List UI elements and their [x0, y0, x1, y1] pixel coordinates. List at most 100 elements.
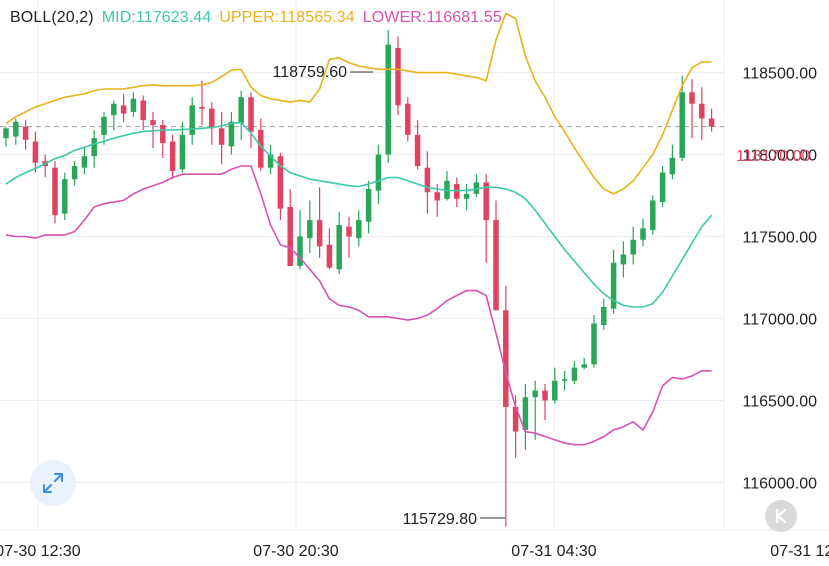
candle-body [120, 105, 127, 114]
candle-body [91, 138, 97, 157]
candle-body [22, 126, 29, 140]
grid-lines [0, 0, 724, 530]
candle-body [160, 125, 166, 144]
candle-body [52, 167, 58, 216]
candle-body [679, 92, 685, 158]
candle-body [493, 220, 499, 311]
legend-lower: LOWER:116681.55 [362, 9, 502, 26]
low-price-label: 115729.80 [403, 511, 478, 528]
candle-body [395, 47, 401, 106]
candle-body [620, 254, 627, 265]
candle-body [346, 226, 352, 237]
candle-body [483, 182, 489, 221]
candle-body [326, 244, 333, 268]
candle-body [640, 228, 646, 240]
high-price-label: 118759.60 [273, 64, 348, 81]
candle-body [101, 116, 107, 135]
candle-body [581, 364, 587, 368]
candle-body [277, 156, 284, 209]
candle-body [630, 239, 636, 255]
candle-body [71, 166, 78, 180]
candle-body [434, 192, 440, 201]
candle-body [708, 118, 715, 127]
candle-body [473, 182, 480, 194]
candle-body [140, 100, 146, 121]
candle-body [591, 323, 597, 365]
boll-lower-line [5, 165, 712, 446]
candle-body [561, 379, 568, 381]
y-axis: 118500.00 118000.00 117500.00 117000.00 1165… [743, 66, 818, 493]
candle-body [699, 103, 705, 119]
y-tick-label: 116000.00 [743, 475, 818, 492]
candle-body [248, 97, 254, 132]
legend-mid: MID:117623.44 [101, 9, 212, 26]
candle-body [659, 172, 666, 203]
y-tick-label: 118500.00 [743, 66, 818, 83]
boll-mid-line [5, 121, 713, 308]
candle-body [297, 236, 303, 267]
candle-body [62, 179, 68, 214]
candle-body [179, 134, 186, 170]
candle-body [199, 107, 205, 109]
candle-body [424, 167, 431, 193]
candle-body [571, 367, 578, 381]
candle-body [111, 103, 117, 116]
candle-body [3, 128, 9, 139]
y-tick-label: 118000.00 [743, 148, 818, 165]
candle-body [610, 262, 617, 309]
candle-body [601, 307, 607, 326]
x-tick-label: 07-31 12: [770, 543, 829, 560]
bollinger-legend: BOLL(20,2) MID:117623.44 UPPER:118565.34 LO… [10, 9, 510, 27]
candle-body [287, 207, 293, 267]
candle-body [336, 225, 342, 270]
candle-body [375, 154, 382, 191]
y-tick-label: 117000.00 [743, 311, 818, 328]
y-tick-label: 117500.00 [743, 230, 818, 247]
expand-arrows-icon [43, 473, 63, 493]
y-tick-label: 116500.00 [743, 393, 818, 410]
candle-body [209, 108, 215, 129]
candle-body [650, 200, 656, 230]
candle-body [552, 380, 558, 401]
candle-body [669, 157, 676, 175]
expand-button[interactable] [30, 460, 76, 506]
current-price-tag: 118170.00 [736, 148, 811, 165]
candle-body [463, 193, 470, 199]
candle-body [169, 141, 176, 171]
candle-body [405, 103, 411, 135]
candle-body [189, 105, 195, 135]
candle-body [13, 121, 19, 137]
candle-body [532, 390, 538, 398]
candle-body [258, 129, 264, 168]
candle-body [238, 97, 244, 124]
scroll-to-latest-button[interactable] [765, 500, 797, 532]
candle-body [32, 141, 39, 163]
candle-body [316, 220, 323, 247]
boll-upper-line [5, 12, 712, 195]
k-letter-icon [775, 508, 787, 524]
candle-body [503, 310, 509, 408]
legend-upper: UPPER:118565.34 [219, 9, 355, 26]
candle-body [365, 188, 372, 222]
candle-body [356, 220, 362, 239]
candle-body [218, 128, 225, 145]
candle-body [267, 154, 274, 168]
x-tick-label: 07-31 04:30 [511, 543, 597, 560]
candle-body [307, 220, 313, 239]
candles-group [3, 29, 715, 527]
x-tick-label: 07-30 12:30 [0, 543, 81, 560]
candle-body [522, 397, 529, 430]
x-tick-label: 07-30 20:30 [253, 543, 339, 560]
candle-body [689, 92, 695, 104]
candle-body [414, 134, 421, 167]
x-axis: 07-30 12:30 07-30 20:30 07-31 04:30 07-31 1… [0, 543, 829, 560]
candle-body [542, 390, 548, 401]
candle-body [150, 120, 156, 126]
legend-indicator: BOLL(20,2) [10, 9, 94, 26]
candle-body [130, 98, 137, 112]
candle-body [81, 156, 88, 168]
candle-body [454, 184, 460, 199]
candle-body [512, 407, 519, 432]
candle-body [228, 121, 235, 147]
